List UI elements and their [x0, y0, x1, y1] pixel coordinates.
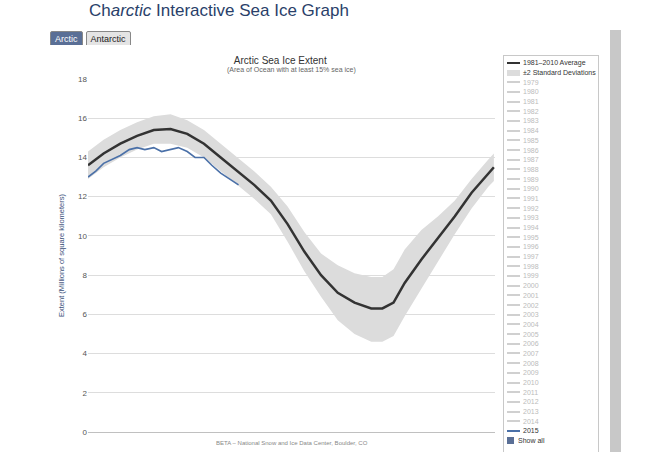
html-text:1985: 1985	[523, 136, 539, 144]
html-text:2008: 2008	[523, 359, 539, 367]
svg-text:8: 8	[83, 271, 88, 280]
html-text:1993: 1993	[523, 214, 539, 222]
html-text:2002: 2002	[523, 301, 539, 309]
html-text:1999: 1999	[523, 272, 539, 280]
html-text:1994: 1994	[523, 224, 539, 231]
svg-text:Extent (Millions of square kil: Extent (Millions of square kilometers)	[57, 194, 66, 317]
html-text:1995: 1995	[523, 233, 539, 241]
html-text:1980: 1980	[523, 88, 539, 96]
svg-text:14: 14	[78, 153, 87, 162]
html-text:2005: 2005	[523, 330, 539, 338]
html-text:1982: 1982	[523, 107, 539, 115]
html-text:Antarctic: Antarctic	[90, 34, 126, 44]
svg-text:0: 0	[83, 428, 88, 437]
html-text:1986: 1986	[523, 146, 539, 154]
html-text:2007: 2007	[523, 350, 539, 357]
html-text:1991: 1991	[523, 195, 539, 202]
html-text:2000: 2000	[523, 282, 539, 290]
html-text:1979: 1979	[523, 78, 539, 86]
html-text:1992: 1992	[523, 204, 539, 212]
html-text:1983: 1983	[523, 117, 539, 125]
svg-text:18: 18	[78, 75, 87, 84]
html-text:2003: 2003	[523, 311, 539, 319]
svg-text:(Area of Ocean with at least 1: (Area of Ocean with at least 15% sea ice…	[227, 66, 356, 74]
html-text:Ch arctic Interactive Sea Ice: Ch arctic Interactive Sea Ice Graph	[89, 1, 349, 20]
html-text:1981–2010 Average: 1981–2010 Average	[523, 59, 586, 67]
html-text:1997: 1997	[523, 253, 539, 261]
html-text:2004: 2004	[523, 320, 539, 328]
html-text:1990: 1990	[523, 185, 539, 193]
html-text:2014: 2014	[523, 417, 539, 425]
html-text:Show all: Show all	[518, 437, 545, 445]
svg-text:12: 12	[78, 192, 87, 201]
html-text:2009: 2009	[523, 369, 539, 377]
html-text:2006: 2006	[523, 340, 539, 348]
svg-text:16: 16	[78, 114, 87, 123]
html-text:1996: 1996	[523, 243, 539, 251]
html-text:1998: 1998	[523, 262, 539, 270]
html-text:1984: 1984	[523, 127, 539, 135]
html-text:1989: 1989	[523, 175, 539, 183]
html-text:±2 Standard Deviations: ±2 Standard Deviations	[523, 69, 596, 76]
svg-text:BETA – National Snow and Ice D: BETA – National Snow and Ice Data Center…	[216, 440, 368, 446]
html-text:2010: 2010	[523, 379, 539, 386]
svg-text:2: 2	[83, 389, 88, 398]
svg-text:6: 6	[83, 310, 88, 319]
html-text:2011: 2011	[523, 388, 539, 396]
html-text:2013: 2013	[523, 408, 539, 416]
svg-text:10: 10	[78, 232, 87, 241]
svg-text:Arctic Sea Ice Extent: Arctic Sea Ice Extent	[234, 55, 327, 66]
html-text:1981: 1981	[523, 98, 539, 106]
html-text:1988: 1988	[523, 165, 539, 173]
html-text:1987: 1987	[523, 156, 539, 164]
html-text:2012: 2012	[523, 398, 539, 406]
html-text:Arctic: Arctic	[55, 34, 78, 44]
html-text:2015: 2015	[523, 427, 539, 435]
svg-text:4: 4	[83, 349, 88, 358]
html-text:2001: 2001	[523, 291, 539, 299]
